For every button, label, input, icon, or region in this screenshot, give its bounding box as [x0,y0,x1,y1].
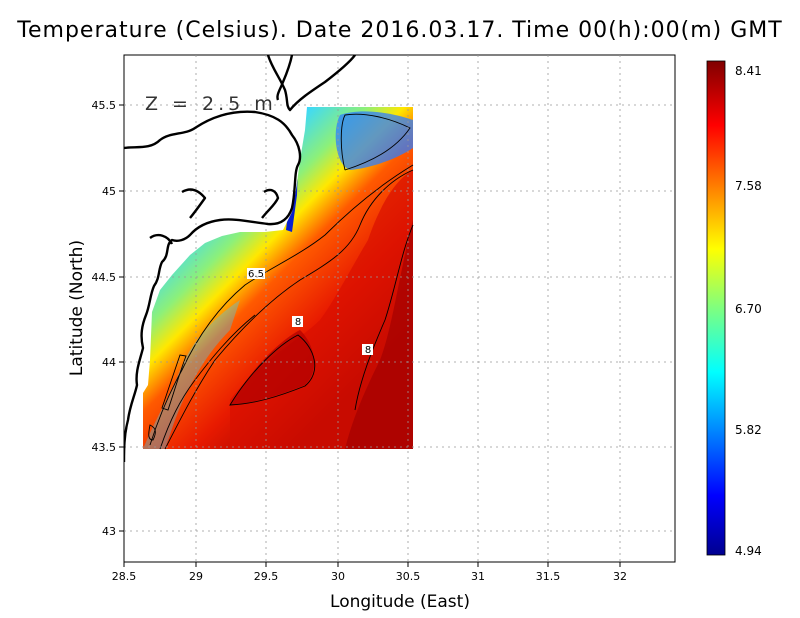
y-axis: 45.5 45 44.5 44 43.5 43 [92,99,124,538]
x-axis-label: Longitude (East) [330,592,470,612]
coastline [124,55,356,463]
y-tick-label: 43.5 [92,441,117,454]
x-tick-label: 30 [331,570,345,583]
svg-text:8: 8 [295,317,301,328]
y-tick-label: 44.5 [92,271,117,284]
colorbar-tick-label: 4.94 [735,544,762,558]
x-axis: 28.5 29 29.5 30 30.5 31 31.5 32 [112,562,627,583]
svg-text:8: 8 [365,345,371,356]
contour-label-8b: 8 [362,344,373,356]
x-tick-label: 30.5 [396,570,421,583]
y-axis-label: Latitude (North) [67,240,87,376]
colorbar-tick-label: 8.41 [735,64,762,78]
y-tick-label: 44 [102,356,116,369]
gridlines [124,55,675,562]
colorbar-tick-label: 6.70 [735,302,762,316]
svg-text:6.5: 6.5 [248,269,264,280]
x-tick-label: 29.5 [254,570,279,583]
y-tick-label: 45.5 [92,99,117,112]
contour-label-6-5: 6.5 [247,268,265,280]
depth-label: Z = 2.5 m [145,93,277,115]
contour-label-8a: 8 [292,316,303,328]
x-tick-label: 32 [613,570,627,583]
x-tick-label: 29 [189,570,203,583]
colorbar-tick-label: 7.58 [735,179,762,193]
colorbar [706,60,726,556]
colorbar-tick-label: 5.82 [735,423,762,437]
x-tick-label: 28.5 [112,570,137,583]
x-tick-label: 31 [471,570,485,583]
chart-title: Temperature (Celsius). Date 2016.03.17. … [17,18,783,43]
y-tick-label: 45 [102,185,116,198]
y-tick-label: 43 [102,525,116,538]
x-tick-label: 31.5 [536,570,561,583]
